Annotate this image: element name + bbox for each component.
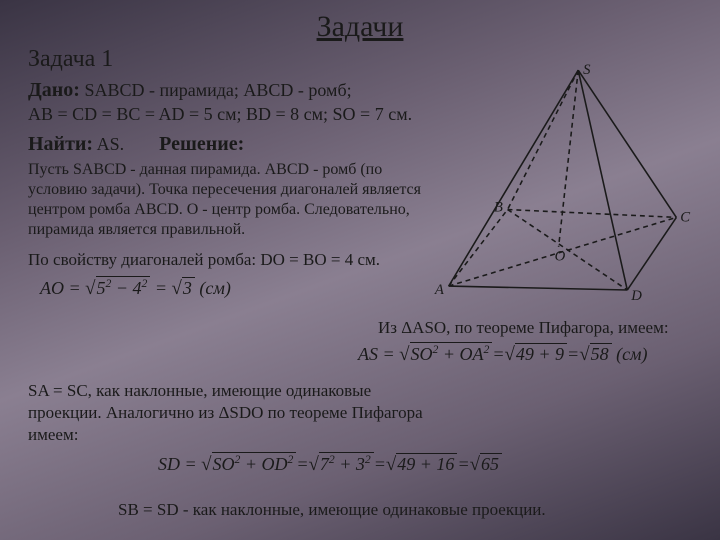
find-label: Найти:	[28, 133, 93, 156]
solution-paragraph: Пусть SABCD - данная пирамида. ABCD - ро…	[28, 160, 423, 240]
formula-as-rad2: 49 + 9	[515, 343, 567, 365]
solution-label: Решение:	[159, 133, 244, 156]
given-label: Дано:	[28, 79, 80, 101]
formula-ao-lhs: AO =	[40, 278, 85, 298]
formula-sd-eq2: =	[374, 454, 386, 474]
formula-as-eq2: =	[567, 344, 579, 364]
formula-sd-mid: =	[296, 454, 308, 474]
formula-ao-result: 3	[182, 277, 195, 299]
sb-sd-text: SB = SD - как наклонные, имеющие одинако…	[118, 500, 692, 520]
svg-text:O: O	[555, 249, 566, 265]
aso-text: Из ΔASO, по теореме Пифагора, имеем:	[378, 318, 692, 338]
formula-ao: AO = 52 − 42 = 3 (см)	[40, 276, 231, 300]
diagonal-property: По свойству диагоналей ромба: DO = BO = …	[28, 250, 423, 270]
sa-sc-text: SA = SC, как наклонные, имеющие одинаков…	[28, 380, 448, 446]
formula-sd-rad2: 72 + 32	[319, 452, 374, 475]
svg-text:C: C	[680, 209, 690, 225]
formula-as-mid: =	[492, 344, 504, 364]
svg-text:D: D	[630, 288, 642, 304]
formula-sd-rad1: SO2 + OD2	[212, 452, 297, 475]
formula-sd-rad3: 49 + 16	[396, 453, 457, 475]
formula-as-unit: (см)	[612, 344, 648, 364]
formula-ao-eq: =	[150, 278, 171, 298]
formula-as-rad1: SO2 + OA2	[410, 342, 493, 365]
formula-as: AS = SO2 + OA2=49 + 9=58 (см)	[358, 342, 648, 366]
svg-text:B: B	[494, 200, 503, 216]
formula-sd-rad4: 65	[480, 453, 502, 475]
svg-text:S: S	[583, 62, 591, 78]
find-value: AS.	[93, 134, 124, 154]
formula-ao-radicand: 52 − 42	[96, 276, 151, 299]
main-title: Задачи	[28, 10, 692, 44]
formula-ao-unit: (см)	[195, 278, 231, 298]
svg-text:A: A	[434, 282, 445, 298]
formula-sd-lhs: SD =	[158, 454, 201, 474]
pyramid-diagram: S A B C D O	[431, 60, 696, 310]
given-text-1: SABCD - пирамида; ABCD - ромб;	[80, 80, 352, 100]
formula-sd-eq3: =	[457, 454, 469, 474]
formula-as-lhs: AS =	[358, 344, 399, 364]
formula-sd: SD = SO2 + OD2=72 + 32=49 + 16=65	[158, 452, 502, 476]
formula-as-rad3: 58	[590, 343, 612, 365]
